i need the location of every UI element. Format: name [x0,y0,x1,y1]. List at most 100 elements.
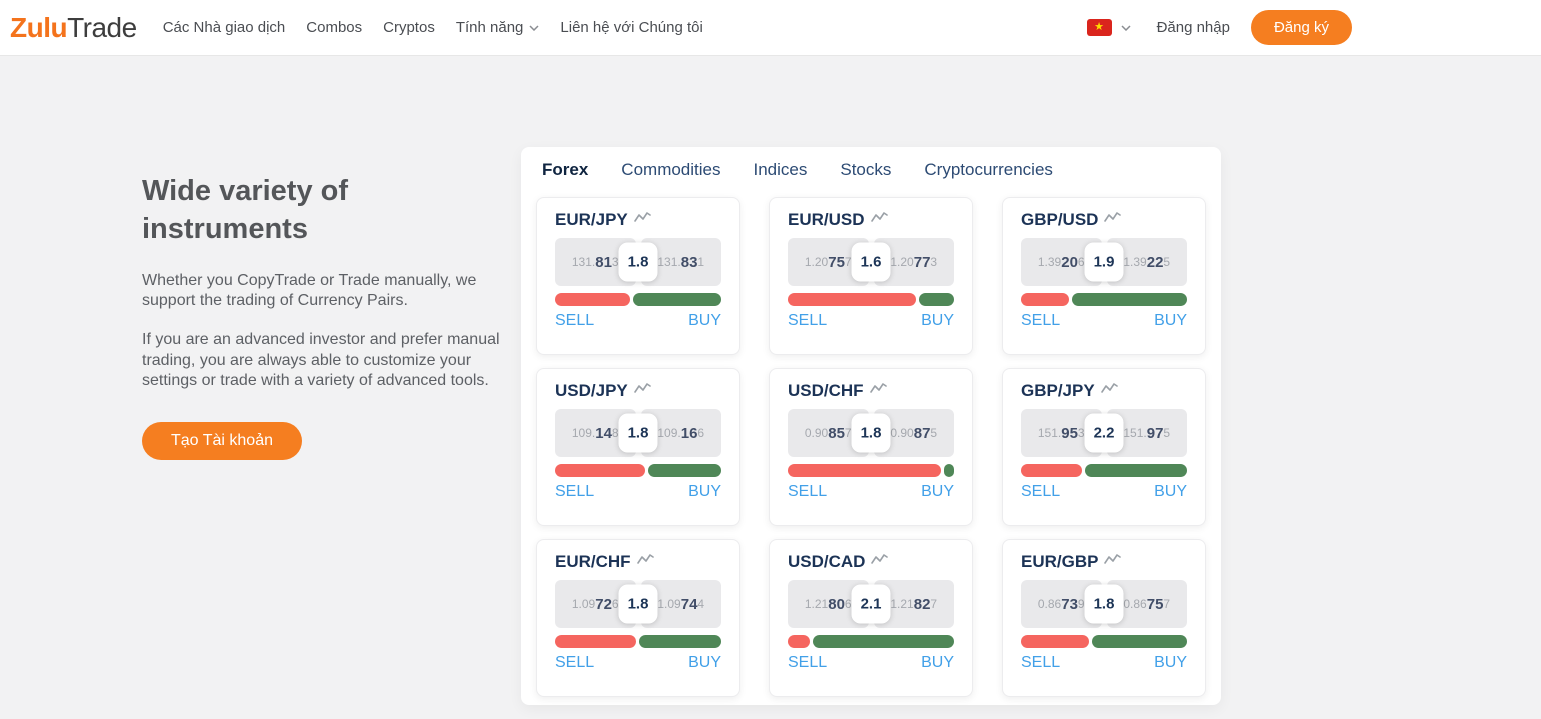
nav-item-cryptos[interactable]: Cryptos [383,19,435,36]
sell-price-suffix: 3 [1077,426,1085,440]
hero-text-block: Wide variety of instruments Whether you … [142,172,507,460]
hero-paragraph-2: If you are an advanced investor and pref… [142,331,500,390]
buy-link[interactable]: BUY [1154,312,1187,329]
sparkline-icon [1100,383,1118,393]
tab-stocks[interactable]: Stocks [840,160,892,179]
buy-link[interactable]: BUY [921,312,954,329]
buy-price-main: 87 [913,424,931,442]
pair-name: EUR/USD [788,210,865,229]
buy-ratio-fill [1072,293,1187,306]
buy-link[interactable]: BUY [688,654,721,671]
sell-price-prefix: 0.86 [1037,597,1062,611]
buy-link[interactable]: BUY [921,654,954,671]
sell-link[interactable]: SELL [1021,483,1061,500]
spread-badge: 2.2 [1084,413,1124,453]
tab-forex[interactable]: Forex [542,160,589,179]
sell-price-suffix: 7 [844,426,852,440]
nav-item-contact[interactable]: Liên hệ với Chúng tôi [560,19,703,36]
buy-ratio-fill [1085,464,1187,477]
signup-button[interactable]: Đăng ký [1250,10,1352,45]
pair-name: USD/CHF [788,381,864,400]
buy-price-main: 22 [1146,253,1164,271]
logo-part-trade: Trade [67,11,137,43]
buy-link[interactable]: BUY [688,312,721,329]
sell-link[interactable]: SELL [555,483,595,500]
sell-price-suffix: 3 [611,255,619,269]
buy-ratio-fill [918,293,954,306]
sell-price-main: 81 [595,253,612,271]
login-link[interactable]: Đăng nhập [1156,19,1230,36]
main-section: Wide variety of instruments Whether you … [0,56,1541,719]
sell-buy-ratio-bar [788,635,954,648]
sell-link[interactable]: SELL [555,654,595,671]
hero-paragraph-1: Whether you CopyTrade or Trade manually,… [142,271,477,309]
sell-buy-ratio-bar [555,293,721,306]
buy-ratio-fill [632,293,721,306]
sell-ratio-fill [555,464,645,477]
sell-price-suffix: 6 [611,597,619,611]
buy-link[interactable]: BUY [1154,654,1187,671]
buy-ratio-fill [943,464,954,477]
zulutrade-logo[interactable]: ZuluTrade [10,12,137,44]
sell-link[interactable]: SELL [788,654,828,671]
sell-buy-ratio-bar [555,464,721,477]
create-account-button[interactable]: Tạo Tài khoản [142,421,302,460]
buy-price-suffix: 7 [930,597,938,611]
sparkline-icon [871,554,889,564]
buy-link[interactable]: BUY [1154,483,1187,500]
sparkline-icon [1104,554,1122,564]
spread-badge: 1.6 [851,242,891,282]
page-title: Wide variety of instruments [142,172,507,249]
header-right-group: ★ Đăng nhập Đăng ký [1086,10,1352,45]
nav-item-traders[interactable]: Các Nhà giao dịch [162,19,286,36]
sell-ratio-fill [1021,464,1083,477]
tab-commodities[interactable]: Commodities [621,160,721,179]
tab-indices[interactable]: Indices [753,160,808,179]
buy-price-suffix: 4 [697,597,705,611]
buy-price-main: 16 [680,424,698,442]
sell-price-prefix: 0.90 [804,426,829,440]
buy-price-prefix: 1.39 [1123,255,1147,269]
page-title-line1: Wide variety of [142,175,349,207]
buy-ratio-fill [647,464,721,477]
spread-badge: 1.8 [851,413,891,453]
buy-price-button[interactable]: 131. 83 1 [640,238,721,286]
sell-price-suffix: 6 [844,597,852,611]
logo-part-zulu: Zulu [10,11,68,43]
buy-price-main: 75 [1146,595,1164,613]
sell-link[interactable]: SELL [555,312,595,329]
pair-name: EUR/CHF [555,552,631,571]
buy-link[interactable]: BUY [921,483,954,500]
sell-price-main: 20 [1061,253,1078,271]
sell-price-main: 14 [595,424,612,442]
pair-card-usdcad: USD/CAD 1.21 80 6 1.21 82 7 2.1 SELL BUY [769,539,973,697]
sell-ratio-fill [1021,293,1070,306]
sell-link[interactable]: SELL [1021,654,1061,671]
buy-price-prefix: 151. [1123,426,1147,440]
sell-price-suffix: 7 [844,255,852,269]
sparkline-icon [633,212,651,222]
sell-link[interactable]: SELL [788,483,828,500]
buy-link[interactable]: BUY [688,483,721,500]
tab-cryptocurrencies[interactable]: Cryptocurrencies [924,160,1053,179]
sparkline-icon [633,383,651,393]
vietnam-flag-icon[interactable]: ★ [1086,19,1112,36]
sell-link[interactable]: SELL [788,312,828,329]
spread-badge: 1.9 [1084,242,1124,282]
pair-card-usdjpy: USD/JPY 109. 14 8 109. 16 6 1.8 SELL BUY [536,368,740,526]
sell-buy-ratio-bar [1021,293,1187,306]
sell-price-main: 73 [1061,595,1078,613]
nav-item-features[interactable]: Tính năng [456,19,540,36]
language-chevron-down-icon[interactable] [1121,24,1131,31]
buy-price-main: 83 [680,253,698,271]
sell-link[interactable]: SELL [1021,312,1061,329]
top-navbar: ZuluTrade Các Nhà giao dịch Combos Crypt… [0,0,1541,56]
sell-price-prefix: 131. [571,255,596,269]
chevron-down-icon [529,24,539,31]
sell-price-prefix: 1.21 [804,597,829,611]
buy-ratio-fill [812,635,954,648]
pair-name: GBP/USD [1021,210,1099,229]
instruments-panel: Forex Commodities Indices Stocks Cryptoc… [521,147,1221,705]
sell-price-main: 72 [595,595,612,613]
nav-item-combos[interactable]: Combos [306,19,363,36]
